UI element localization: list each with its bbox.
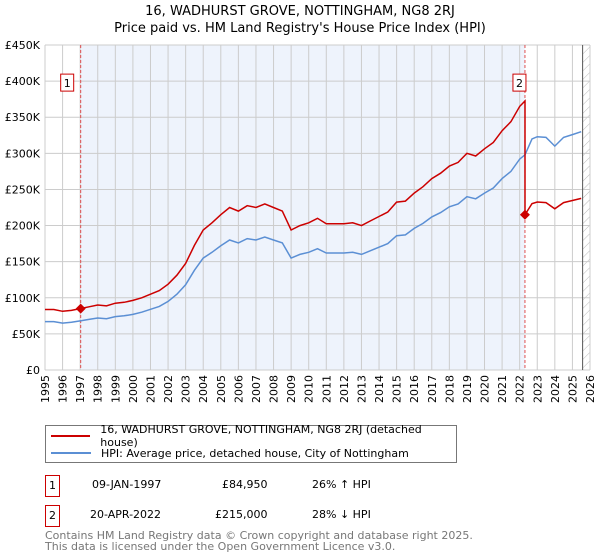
x-tick-label: 2012	[338, 375, 351, 403]
x-tick-label: 2024	[549, 375, 562, 403]
x-tick-label: 1998	[92, 375, 105, 403]
y-tick-label: £200K	[5, 220, 41, 233]
x-tick-label: 2015	[391, 375, 404, 403]
sale-marker-badge: 2	[45, 505, 60, 527]
x-tick-label: 2023	[531, 375, 544, 403]
legend-swatch-blue	[51, 452, 91, 454]
sale-label: 2	[516, 77, 523, 90]
x-tick-label: 1999	[109, 375, 122, 403]
x-tick-label: 2002	[162, 375, 175, 403]
footer-line: This data is licensed under the Open Gov…	[45, 540, 396, 553]
sale-point-marker	[75, 303, 86, 314]
legend-swatch-red	[51, 435, 91, 437]
x-tick-label: 2014	[373, 375, 386, 403]
x-tick-label: 1996	[57, 375, 70, 403]
y-tick-label: £100K	[5, 292, 41, 305]
x-tick-label: 2016	[408, 375, 421, 403]
x-tick-label: 2005	[215, 375, 228, 403]
y-tick-label: £400K	[5, 75, 41, 88]
sale-row: 2 20-APR-2022 £215,000 28% ↓ HPI	[45, 505, 465, 527]
x-tick-label: 2003	[180, 375, 193, 403]
x-tick-label: 2011	[320, 375, 333, 403]
sale-date: 20-APR-2022	[90, 508, 162, 521]
price-paid-line	[45, 99, 582, 313]
chart-subtitle: Price paid vs. HM Land Registry's House …	[114, 21, 486, 36]
sale-price: £84,950	[222, 478, 268, 491]
footer-line: Contains HM Land Registry data © Crown c…	[45, 529, 473, 542]
x-tick-label: 2026	[584, 375, 597, 403]
legend-item-hpi: HPI: Average price, detached house, City…	[51, 445, 409, 461]
sale-row: 1 09-JAN-1997 £84,950 26% ↑ HPI	[45, 475, 465, 497]
x-tick-label: 2000	[127, 375, 140, 403]
x-tick-label: 2022	[514, 375, 527, 403]
shaded-period	[80, 45, 525, 370]
x-tick-label: 2017	[426, 375, 439, 403]
x-tick-label: 2007	[250, 375, 263, 403]
sale-label-box	[60, 73, 75, 92]
forecast-hatch	[582, 45, 590, 370]
sale-point-marker	[519, 209, 530, 220]
x-tick-label: 2008	[268, 375, 281, 403]
footer: Contains HM Land Registry data © Crown c…	[45, 530, 473, 552]
sale-price: £215,000	[215, 508, 268, 521]
y-tick-label: £300K	[5, 147, 41, 160]
x-tick-label: 2010	[303, 375, 316, 403]
hpi-line	[45, 130, 582, 324]
legend-label: HPI: Average price, detached house, City…	[101, 446, 409, 460]
sale-label-box	[512, 73, 527, 92]
y-tick-label: £50K	[12, 328, 41, 341]
x-tick-label: 2006	[232, 375, 245, 403]
legend-item-price-paid: 16, WADHURST GROVE, NOTTINGHAM, NG8 2RJ …	[51, 423, 456, 449]
y-tick-label: £0	[26, 364, 40, 377]
x-tick-label: 2018	[443, 375, 456, 403]
y-tick-label: £350K	[5, 111, 41, 124]
y-tick-label: £250K	[5, 183, 41, 196]
sale-label: 1	[64, 77, 71, 90]
x-tick-label: 2021	[496, 375, 509, 403]
x-tick-label: 1997	[74, 375, 87, 403]
y-tick-label: £150K	[5, 256, 41, 269]
sale-hpi-diff: 26% ↑ HPI	[312, 478, 371, 491]
x-tick-label: 2013	[355, 375, 368, 403]
x-tick-label: 2019	[461, 375, 474, 403]
sale-hpi-diff: 28% ↓ HPI	[312, 508, 371, 521]
x-tick-label: 2025	[566, 375, 579, 403]
x-tick-label: 1995	[39, 375, 52, 403]
chart-title: 16, WADHURST GROVE, NOTTINGHAM, NG8 2RJ	[145, 4, 455, 19]
x-tick-label: 2004	[197, 375, 210, 403]
y-tick-label: £450K	[5, 39, 41, 52]
price-chart: 1995 1996 1997 1998 1999 2000 2001 2002 2003 2004…	[5, 39, 597, 403]
sale-marker-badge: 1	[45, 475, 60, 497]
x-tick-label: 2001	[144, 375, 157, 403]
legend: 16, WADHURST GROVE, NOTTINGHAM, NG8 2RJ …	[45, 423, 457, 463]
sale-date: 09-JAN-1997	[92, 478, 162, 491]
x-tick-label: 2009	[285, 375, 298, 403]
legend-label: 16, WADHURST GROVE, NOTTINGHAM, NG8 2RJ …	[100, 423, 422, 449]
x-tick-label: 2020	[479, 375, 492, 403]
